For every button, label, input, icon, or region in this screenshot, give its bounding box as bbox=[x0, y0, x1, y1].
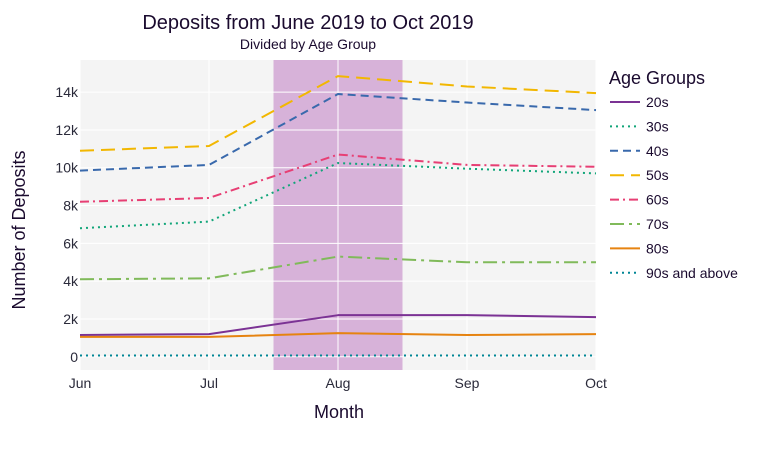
y-tick-label: 2k bbox=[63, 311, 79, 327]
legend-item[interactable]: 30s bbox=[610, 118, 669, 134]
series-line-70s bbox=[79, 255, 596, 281]
y-tick-label: 10k bbox=[55, 160, 79, 176]
legend-item[interactable]: 20s bbox=[610, 94, 669, 110]
series-line-30s bbox=[79, 162, 597, 230]
legend-label: 90s and above bbox=[646, 265, 738, 281]
legend-label: 50s bbox=[646, 167, 669, 183]
y-tick-label: 12k bbox=[55, 122, 79, 138]
y-tick-label: 14k bbox=[55, 84, 79, 100]
legend-label: 40s bbox=[646, 143, 669, 159]
y-tick-label: 6k bbox=[63, 235, 79, 251]
series-line-50s bbox=[79, 75, 597, 152]
legend-item[interactable]: 60s bbox=[610, 192, 669, 208]
legend-label: 30s bbox=[646, 118, 669, 134]
x-axis-title: Month bbox=[314, 402, 364, 422]
series-line-80s bbox=[80, 332, 597, 338]
series-line-60s bbox=[79, 153, 597, 203]
x-tick-label: Sep bbox=[455, 375, 480, 391]
chart-subtitle: Divided by Age Group bbox=[240, 36, 376, 52]
y-tick-label: 4k bbox=[63, 273, 79, 289]
legend: Age Groups 20s 30s 40s 50s 60s 70s 80s 90s and … bbox=[609, 68, 738, 281]
legend-item[interactable]: 70s bbox=[610, 216, 669, 232]
legend-label: 20s bbox=[646, 94, 669, 110]
x-tick-label: Jun bbox=[69, 375, 92, 391]
legend-label: 70s bbox=[646, 216, 669, 232]
y-axis-title: Number of Deposits bbox=[9, 150, 29, 309]
legend-title: Age Groups bbox=[609, 68, 705, 88]
legend-item[interactable]: 40s bbox=[610, 143, 669, 159]
x-tick-label: Aug bbox=[326, 375, 351, 391]
legend-label: 80s bbox=[646, 240, 669, 256]
legend-item[interactable]: 50s bbox=[610, 167, 669, 183]
series-line-40s bbox=[79, 93, 597, 172]
x-tick-label: Jul bbox=[200, 375, 218, 391]
chart-title: Deposits from June 2019 to Oct 2019 bbox=[142, 12, 473, 34]
x-tick-label: Oct bbox=[585, 375, 607, 391]
y-tick-label: 0 bbox=[70, 349, 78, 365]
legend-item[interactable]: 80s bbox=[610, 240, 669, 256]
series-line-20s bbox=[79, 314, 597, 337]
legend-label: 60s bbox=[646, 192, 669, 208]
y-tick-label: 8k bbox=[63, 198, 79, 214]
legend-item[interactable]: 90s and above bbox=[610, 265, 738, 281]
